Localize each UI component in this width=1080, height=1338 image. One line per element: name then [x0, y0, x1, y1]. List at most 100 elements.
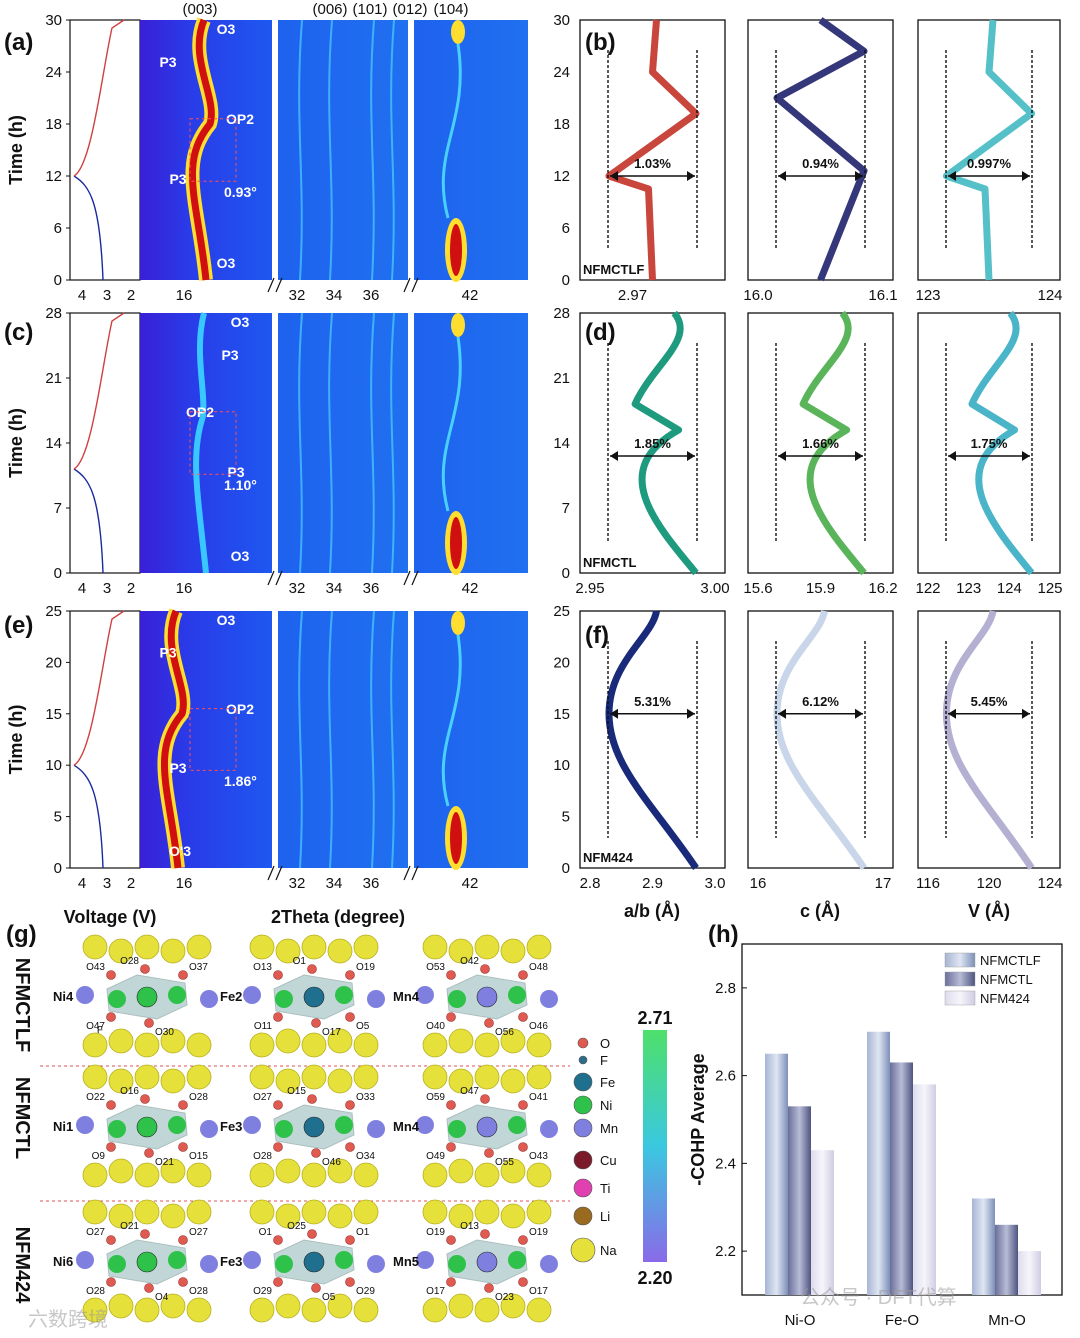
na-atom: [474, 1032, 500, 1058]
phase-label: O3: [231, 314, 250, 330]
lattice-change-percent: 1.66%: [802, 436, 839, 451]
xrd-2theta-axis-title: 2Theta (degree): [271, 907, 405, 927]
na-atom: [327, 1158, 353, 1184]
oxygen-label: O28: [86, 1286, 105, 1297]
na-atom: [186, 1032, 212, 1058]
lattice-change-percent: 5.31%: [634, 694, 671, 709]
structure-sample-label: NFM424: [11, 1227, 33, 1305]
discharge-curve: [73, 610, 125, 766]
phase-label: O'3: [169, 843, 191, 859]
na-atom: [301, 1162, 327, 1188]
cohp-y-tick-label: 2.6: [715, 1068, 736, 1085]
oxygen-label: O4: [155, 1292, 169, 1303]
na-atom: [82, 1297, 108, 1323]
voltage-profile-frame: [69, 312, 141, 574]
na-atom: [275, 1293, 301, 1319]
legend-swatch: [944, 971, 976, 987]
oxygen-label: O47: [86, 1021, 105, 1032]
axis-break: [408, 313, 414, 573]
cohp-bar-nfmctl: [890, 1062, 913, 1295]
oxygen-label: O11: [254, 1021, 273, 1032]
na-atom: [500, 938, 526, 964]
peak-104-streak: [441, 43, 462, 219]
two-theta-tick-label: 42: [462, 580, 479, 597]
lattice-x-tick-label: 16.2: [868, 580, 897, 597]
na-atom: [108, 938, 134, 964]
legend-label-cu: Cu: [600, 1153, 617, 1168]
time-tick-label: 12: [45, 168, 62, 185]
oxygen-label: O19: [356, 962, 375, 973]
na-atom: [500, 1068, 526, 1094]
axis-break: [272, 20, 278, 280]
oxygen-atom: [178, 1100, 188, 1110]
tm-neighbour-atom: [367, 1120, 385, 1138]
two-theta-tick-label: 34: [326, 875, 343, 892]
heatmap-104-region: [414, 20, 528, 280]
peak-label-101: (101): [352, 1, 387, 18]
oxygen-label: O19: [529, 1227, 548, 1238]
oxygen-atom: [273, 1277, 283, 1287]
oxygen-label: O27: [189, 1227, 208, 1238]
legend-swatch-cu: [573, 1150, 593, 1170]
cohp-bar-nfmctlf: [972, 1198, 995, 1295]
panel-label-g: (g): [6, 921, 37, 948]
time-tick-label: 0: [562, 565, 570, 582]
axis-break-mark: [403, 865, 411, 881]
oxygen-atom: [178, 970, 188, 980]
lattice-curve: [773, 610, 867, 870]
coordination-cell: O59 O47 O41 O49 O55 O43 Mn4: [393, 1064, 558, 1188]
two-theta-tick-label: 16: [176, 580, 193, 597]
heatmap-104-region: [414, 313, 528, 573]
na-atom: [474, 934, 500, 960]
xrd-reflection-streak: [390, 610, 395, 869]
tm-neighbour-atom: [448, 1255, 466, 1273]
structure-sample-label: NFMCTLF: [11, 958, 33, 1052]
panel-label-b: (b): [585, 29, 616, 56]
subplot-frame: [747, 19, 894, 281]
legend-series-name: NFMCTLF: [980, 953, 1041, 968]
na-atom: [353, 1064, 379, 1090]
oxygen-label: O21: [120, 1221, 139, 1232]
two-theta-tick-label: 32: [289, 580, 306, 597]
voltage-tick-label: 2: [127, 287, 135, 304]
na-atom: [108, 1158, 134, 1184]
time-tick-label: 14: [45, 435, 62, 452]
oxygen-atom: [106, 1100, 116, 1110]
two-theta-tick-label: 32: [289, 875, 306, 892]
na-atom: [422, 1297, 448, 1323]
time-tick-label: 10: [45, 757, 62, 774]
oxygen-label: O28: [253, 1151, 272, 1162]
tm-neighbour-atom: [200, 1120, 218, 1138]
oxygen-label: O46: [322, 1157, 341, 1168]
time-tick-label: 0: [54, 272, 62, 289]
oxygen-atom: [446, 970, 456, 980]
tm-neighbour-atom: [275, 1255, 293, 1273]
peak-104-top: [451, 611, 465, 635]
center-atom: [476, 986, 498, 1008]
time-tick-label: 18: [45, 116, 62, 133]
two-theta-tick-label: 32: [289, 287, 306, 304]
cohp-bar-nfm424: [913, 1084, 936, 1295]
oxygen-atom: [106, 1142, 116, 1152]
lattice-change-percent: 5.45%: [971, 694, 1008, 709]
na-atom: [275, 1158, 301, 1184]
sample-name-label: NFMCTLF: [583, 262, 644, 277]
lattice-change-percent: 1.03%: [634, 156, 671, 171]
lattice-x-tick-label: 2.95: [575, 580, 604, 597]
lattice-curve: [773, 17, 868, 282]
xrd-reflection-streak: [370, 19, 375, 281]
legend-label-f: F: [600, 1053, 608, 1068]
oxygen-atom: [446, 1277, 456, 1287]
oxygen-label: O29: [356, 1286, 375, 1297]
legend-swatch: [944, 990, 976, 1006]
legend-series-name: NFMCTL: [980, 972, 1033, 987]
na-atom: [82, 1199, 108, 1225]
oxygen-atom: [106, 970, 116, 980]
two-theta-tick-label: 36: [363, 287, 380, 304]
na-atom: [353, 1162, 379, 1188]
na-atom: [327, 938, 353, 964]
oxygen-label: O5: [356, 1021, 370, 1032]
na-atom: [422, 1032, 448, 1058]
subplot-frame: [917, 312, 1061, 574]
time-tick-label: 20: [553, 654, 570, 671]
